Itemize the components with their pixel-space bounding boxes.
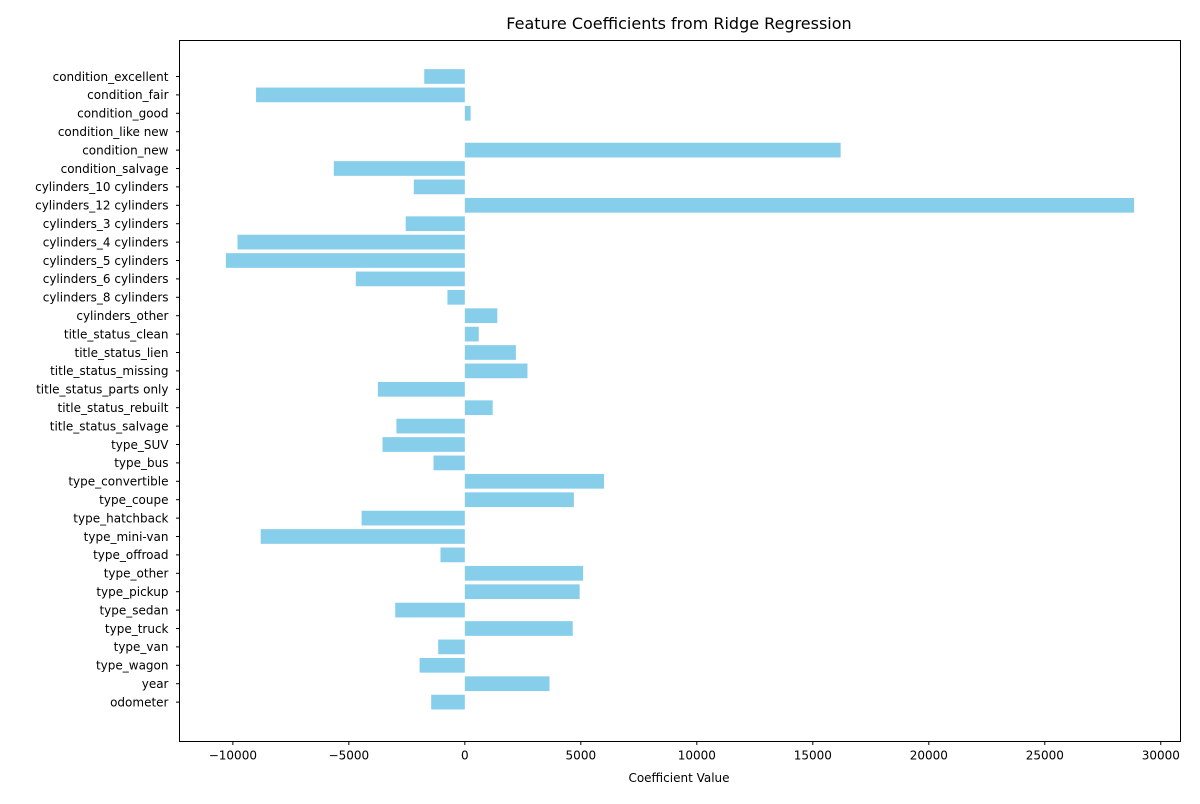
- y-tick-label: condition_like new: [58, 125, 169, 139]
- x-tick-label: 30000: [1142, 749, 1180, 763]
- x-tick-label: 10000: [678, 749, 716, 763]
- bar: [361, 510, 465, 526]
- y-tick-label: type_offroad: [93, 548, 168, 562]
- bar: [464, 621, 573, 636]
- bar: [395, 602, 465, 618]
- bar: [464, 676, 550, 692]
- bar: [355, 271, 465, 287]
- y-tick-label: odometer: [110, 695, 168, 709]
- y-tick-label: type_other: [104, 567, 169, 581]
- y-tick-label: title_status_rebuilt: [58, 401, 169, 415]
- y-tick-label: type_coupe: [99, 493, 168, 507]
- x-tick-label: 0: [461, 749, 469, 763]
- y-tick-label: cylinders_12 cylinders: [35, 199, 168, 213]
- bar: [382, 437, 465, 452]
- bar: [419, 657, 465, 673]
- bar: [464, 565, 584, 581]
- bar: [464, 584, 580, 600]
- bar: [447, 289, 465, 305]
- y-tick-label: type_sedan: [99, 603, 168, 617]
- x-axis: −10000 −5000 0 5000 10000 15000 20000 25000 3000…: [209, 741, 1180, 763]
- x-tick-label: 25000: [1026, 749, 1064, 763]
- bar: [464, 363, 528, 379]
- y-axis: condition_excellent condition_fairconditi…: [35, 70, 180, 709]
- bar: [413, 179, 465, 195]
- x-tick-label: 15000: [794, 749, 832, 763]
- bar: [464, 326, 479, 342]
- y-tick-label: cylinders_4 cylinders: [43, 235, 169, 249]
- y-tick-label: title_status_lien: [75, 346, 169, 360]
- bar: [440, 547, 465, 563]
- y-tick-label: type_truck: [105, 622, 169, 636]
- bar: [424, 69, 465, 84]
- y-tick-label: type_SUV: [111, 438, 169, 452]
- y-tick-label: type_van: [114, 640, 169, 654]
- bar: [396, 418, 465, 434]
- bar: [377, 381, 465, 397]
- bar: [405, 216, 465, 232]
- y-tick-label: type_mini-van: [84, 530, 169, 544]
- bar: [464, 492, 574, 508]
- bar: [464, 197, 1135, 213]
- bar: [260, 529, 465, 544]
- y-tick-label: title_status_salvage: [50, 419, 169, 433]
- y-tick-label: title_status_clean: [64, 327, 169, 341]
- y-tick-label: cylinders_8 cylinders: [43, 291, 169, 305]
- bar: [237, 234, 465, 250]
- y-tick-label: cylinders_6 cylinders: [43, 272, 169, 286]
- y-tick-label: title_status_parts only: [36, 383, 168, 397]
- y-tick-label: condition_good: [77, 107, 168, 121]
- y-tick-label: type_convertible: [68, 475, 168, 489]
- bar: [431, 694, 465, 710]
- y-tick-label: cylinders_5 cylinders: [43, 254, 169, 268]
- y-tick-label: cylinders_other: [76, 309, 168, 323]
- bar: [464, 142, 841, 158]
- y-tick-label: condition_salvage: [61, 162, 169, 176]
- bar: [225, 253, 465, 268]
- bar: [464, 473, 605, 489]
- y-tick-label: condition_excellent: [53, 70, 169, 84]
- y-tick-label: condition_fair: [87, 88, 168, 102]
- y-tick-label: type_hatchback: [73, 511, 168, 525]
- y-tick-label: type_pickup: [96, 585, 168, 599]
- bar: [333, 161, 465, 176]
- x-tick-label: −10000: [209, 749, 257, 763]
- bar: [256, 87, 465, 103]
- bar: [464, 308, 498, 324]
- chart-title: Feature Coefficients from Ridge Regressi…: [506, 14, 851, 33]
- y-tick-label: type_bus: [114, 456, 168, 470]
- bar: [464, 400, 493, 416]
- x-tick-label: 5000: [566, 749, 597, 763]
- y-tick-label: type_wagon: [96, 659, 169, 673]
- bar: [433, 455, 465, 471]
- y-tick-label: condition_new: [82, 143, 168, 157]
- y-tick-label: year: [142, 677, 169, 691]
- bars-layer: [225, 69, 1135, 710]
- y-tick-label: cylinders_10 cylinders: [35, 180, 168, 194]
- bar: [464, 345, 516, 360]
- y-tick-label: cylinders_3 cylinders: [43, 217, 169, 231]
- plot-frame: [179, 40, 1181, 742]
- bar: [464, 105, 471, 121]
- x-axis-title: Coefficient Value: [628, 771, 729, 785]
- x-tick-label: 20000: [910, 749, 948, 763]
- x-tick-label: −5000: [329, 749, 370, 763]
- y-tick-label: title_status_missing: [50, 364, 168, 378]
- bar: [438, 639, 465, 655]
